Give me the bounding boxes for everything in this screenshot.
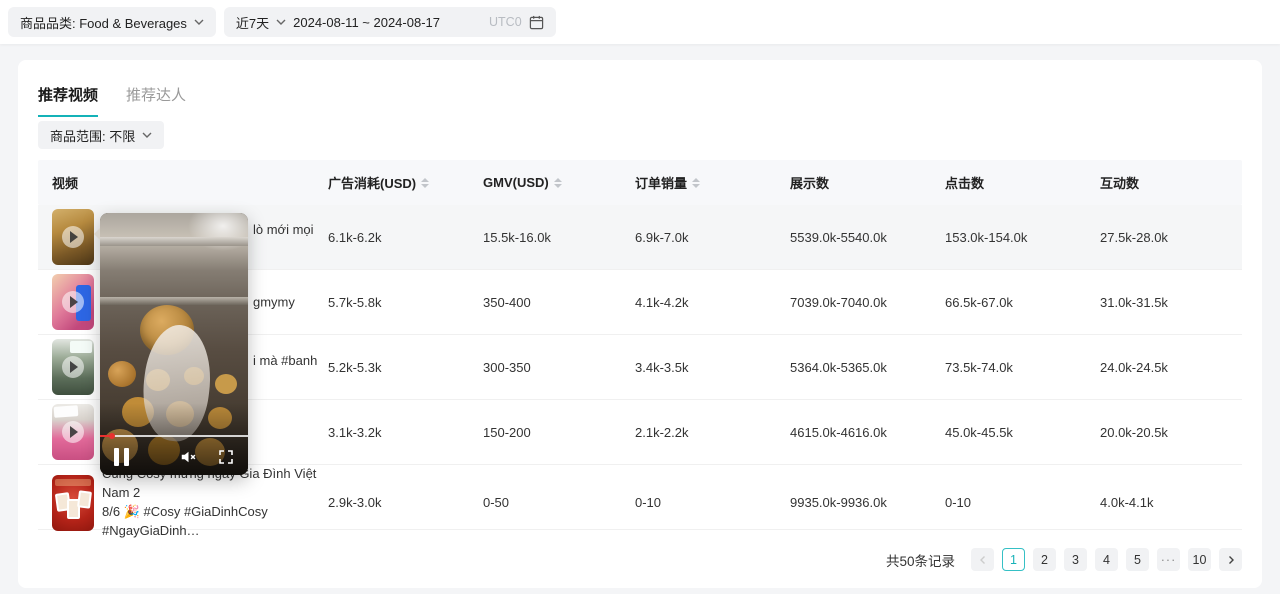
clicks-value: 45.0k-45.5k <box>945 424 1013 440</box>
gmv-value: 0-50 <box>483 495 510 511</box>
gmv-value: 300-350 <box>483 359 531 375</box>
video-title[interactable]: Cùng Cosy mừng ngày Gia Đình Việt Nam 2 … <box>102 466 317 538</box>
date-preset-label: 近7天 <box>235 15 270 31</box>
header-impressions: 展示数 <box>790 176 830 191</box>
pagination: 共50条记录 1 2 3 4 5 ··· 10 <box>886 548 1242 571</box>
pause-button[interactable] <box>114 448 129 466</box>
clicks-value: 66.5k-67.0k <box>945 294 1013 310</box>
orders-value: 3.4k-3.5k <box>635 359 689 375</box>
top-filter-bar: 商品品类: Food & Beverages 近7天 2024-08-11 ~ … <box>0 0 1280 44</box>
gmv-value: 15.5k-16.0k <box>483 229 551 245</box>
progress-handle[interactable] <box>109 433 115 439</box>
mute-icon[interactable] <box>179 448 198 466</box>
tab-recommended-creators[interactable]: 推荐达人 <box>126 87 187 104</box>
play-icon <box>62 226 84 248</box>
header-video: 视频 <box>52 176 79 191</box>
gmv-value: 350-400 <box>483 294 531 310</box>
header-gmv: GMV(USD) <box>483 175 635 190</box>
video-thumbnail[interactable] <box>52 404 94 460</box>
ad-spend-value: 5.7k-5.8k <box>328 294 382 310</box>
play-icon <box>62 421 84 443</box>
orders-value: 2.1k-2.2k <box>635 424 689 440</box>
ad-spend-value: 3.1k-3.2k <box>328 424 382 440</box>
video-cell: gmymy <box>52 270 328 334</box>
video-cell: i mà #banh <box>52 335 328 399</box>
ellipsis-page-button[interactable]: ··· <box>1157 548 1180 571</box>
next-page-button[interactable] <box>1219 548 1242 571</box>
player-controls <box>114 448 234 466</box>
calendar-icon[interactable] <box>529 15 544 30</box>
page-button-10[interactable]: 10 <box>1188 548 1211 571</box>
play-icon <box>62 356 84 378</box>
video-cell: Cùng Cosy mừng ngày Gia Đình Việt Nam 2 … <box>52 465 328 540</box>
video-thumbnail[interactable] <box>52 209 94 265</box>
impressions-value: 4615.0k-4616.0k <box>790 424 887 440</box>
video-thumbnail[interactable] <box>52 274 94 330</box>
tooltip-arrow <box>94 227 101 241</box>
engagements-value: 27.5k-28.0k <box>1100 229 1168 245</box>
video-title[interactable]: gmymy <box>253 294 295 310</box>
impressions-value: 7039.0k-7040.0k <box>790 294 887 310</box>
video-cell <box>52 400 328 464</box>
page-button-1[interactable]: 1 <box>1002 548 1025 571</box>
clicks-value: 153.0k-154.0k <box>945 229 1028 245</box>
page-button-5[interactable]: 5 <box>1126 548 1149 571</box>
video-preview-overlay[interactable] <box>94 213 248 475</box>
video-thumbnail[interactable] <box>52 474 94 531</box>
timezone-label: UTC0 <box>489 15 522 29</box>
ad-spend-value: 2.9k-3.0k <box>328 495 382 511</box>
page-button-3[interactable]: 3 <box>1064 548 1087 571</box>
header-ad-spend: 广告消耗(USD) <box>328 173 483 192</box>
tab-bar: 推荐视频 推荐达人 <box>38 84 186 117</box>
impressions-value: 5539.0k-5540.0k <box>790 229 887 245</box>
sort-icon[interactable] <box>553 177 562 188</box>
clicks-value: 0-10 <box>945 495 972 511</box>
date-range-value: 2024-08-11 ~ 2024-08-17 <box>293 14 440 30</box>
records-count: 共50条记录 <box>885 553 955 569</box>
table-header-row: 视频 广告消耗(USD) GMV(USD) 订单销量 展示数 点击数 互动数 <box>38 160 1242 205</box>
header-engagements: 互动数 <box>1100 176 1140 191</box>
chevron-down-icon <box>142 132 152 138</box>
ad-spend-value: 6.1k-6.2k <box>328 229 382 245</box>
category-filter-pill[interactable]: 商品品类: Food & Beverages <box>8 7 216 37</box>
chevron-left-icon <box>979 555 985 564</box>
page-button-4[interactable]: 4 <box>1095 548 1118 571</box>
chevron-down-icon <box>276 19 286 25</box>
fullscreen-button[interactable] <box>218 449 234 465</box>
video-title[interactable]: lò mới mọi <box>253 222 314 237</box>
engagements-value: 4.0k-4.1k <box>1100 495 1154 511</box>
video-title[interactable]: i mà #banh <box>253 353 318 368</box>
chevron-down-icon <box>194 19 204 25</box>
prev-page-button[interactable] <box>971 548 994 571</box>
play-icon <box>62 291 84 313</box>
category-filter-label: 商品品类: Food & Beverages <box>20 15 187 31</box>
video-thumbnail[interactable] <box>52 339 94 395</box>
gmv-value: 150-200 <box>483 424 531 440</box>
progress-bar[interactable] <box>100 433 248 439</box>
clicks-value: 73.5k-74.0k <box>945 359 1013 375</box>
impressions-value: 5364.0k-5365.0k <box>790 359 887 375</box>
scope-filter-pill[interactable]: 商品范围: 不限 <box>38 121 165 149</box>
page-button-2[interactable]: 2 <box>1033 548 1056 571</box>
tab-recommended-videos[interactable]: 推荐视频 <box>38 84 99 117</box>
date-range-pill[interactable]: 近7天 2024-08-11 ~ 2024-08-17 UTC0 <box>223 7 556 37</box>
video-cell: lò mới mọi <box>52 205 328 269</box>
ad-spend-value: 5.2k-5.3k <box>328 359 382 375</box>
header-clicks: 点击数 <box>945 176 985 191</box>
sort-icon[interactable] <box>421 177 430 188</box>
orders-value: 4.1k-4.2k <box>635 294 689 310</box>
orders-value: 0-10 <box>635 495 662 511</box>
chevron-right-icon <box>1228 555 1234 564</box>
scope-filter-label: 商品范围: 不限 <box>50 128 136 144</box>
header-orders: 订单销量 <box>635 173 790 192</box>
engagements-value: 24.0k-24.5k <box>1100 359 1168 375</box>
sort-icon[interactable] <box>692 177 701 188</box>
orders-value: 6.9k-7.0k <box>635 229 689 245</box>
engagements-value: 31.0k-31.5k <box>1100 294 1168 310</box>
impressions-value: 9935.0k-9936.0k <box>790 495 887 511</box>
engagements-value: 20.0k-20.5k <box>1100 424 1168 440</box>
